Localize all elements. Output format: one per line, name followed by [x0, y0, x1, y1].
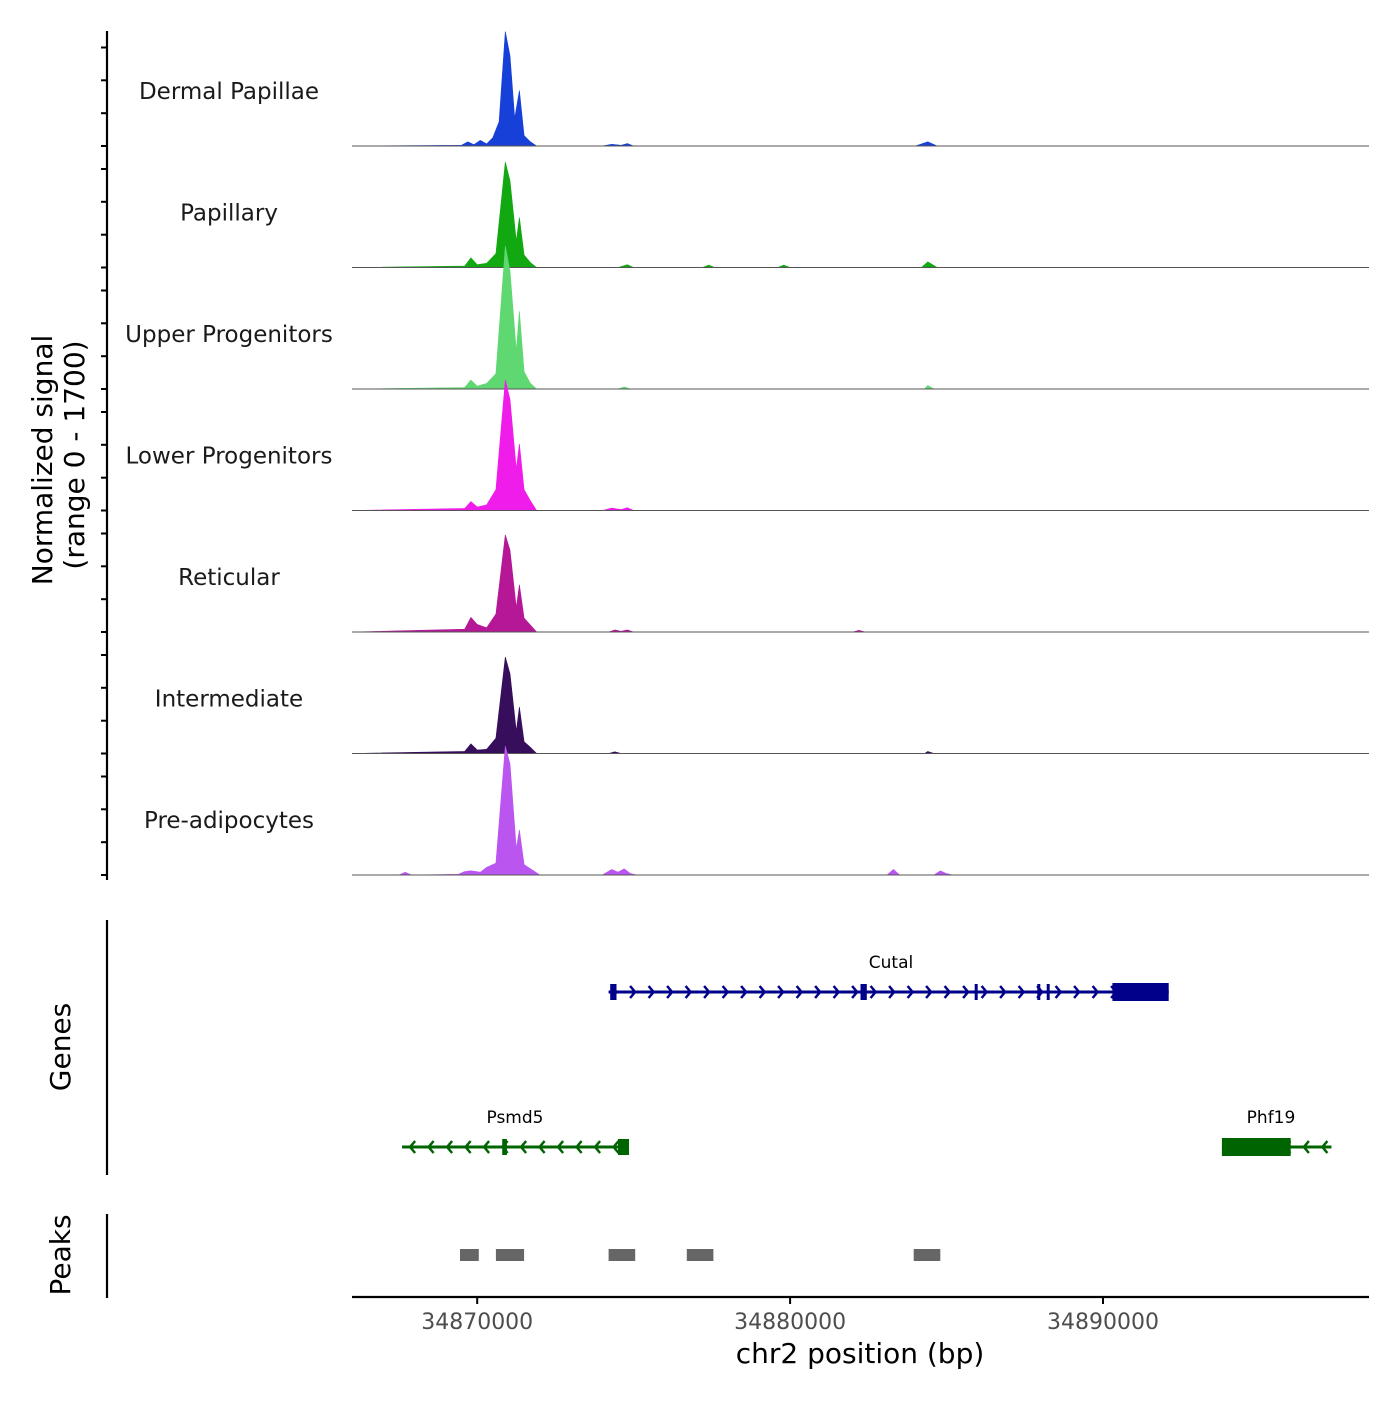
strand-arrow [888, 985, 896, 999]
strand-arrow [556, 1140, 565, 1154]
x-tick-label: 34890000 [1047, 1310, 1159, 1335]
strand-arrow [611, 1140, 620, 1154]
peak-bar [495, 1249, 525, 1261]
gene-phf19: Phf19 [1221, 1108, 1332, 1156]
strand-arrow [1091, 985, 1100, 999]
track-5: Intermediate [155, 656, 1369, 754]
x-axis-ticks: 34870000 34880000 34890000 [421, 1297, 1159, 1335]
exon [860, 984, 867, 1000]
signal-area [351, 534, 1369, 633]
track-2: Upper Progenitors [125, 245, 1369, 390]
strand-arrow [426, 1140, 435, 1154]
track-6: Pre-adipocytes [144, 745, 1369, 876]
strand-arrow [1320, 1140, 1329, 1154]
exon [1046, 984, 1050, 1000]
strand-arrow [1017, 985, 1026, 999]
strand-arrow [593, 1140, 602, 1154]
track-label: Papillary [180, 201, 278, 227]
peak-regions [460, 1249, 941, 1261]
exon [502, 1139, 507, 1155]
peak-bar [608, 1249, 636, 1261]
strand-arrow [795, 985, 804, 999]
peak-bar [686, 1249, 714, 1261]
track-0: Dermal Papillae [139, 31, 1369, 147]
strand-arrow [721, 985, 730, 999]
track-label: Upper Progenitors [125, 322, 333, 348]
peak-bar [460, 1249, 479, 1261]
strand-arrow [537, 1140, 546, 1154]
y-axis-range-label: (range 0 - 1700) [58, 340, 91, 569]
strand-arrow [684, 985, 693, 999]
signal-area [351, 379, 1369, 511]
exon [610, 984, 617, 1000]
signal-area [352, 745, 1369, 876]
gene-psmd5: Psmd5 [402, 1108, 629, 1155]
exon [1221, 1138, 1291, 1156]
track-label: Intermediate [155, 687, 303, 713]
strand-arrow [703, 985, 711, 999]
track-3: Lower Progenitors [126, 379, 1369, 511]
peak-bar [913, 1249, 941, 1261]
strand-arrow [445, 1140, 454, 1154]
track-label: Lower Progenitors [126, 444, 333, 470]
y-axis-title: Normalized signal [26, 335, 59, 586]
strand-arrow [1054, 985, 1063, 999]
strand-arrow [777, 985, 785, 999]
strand-arrow [647, 985, 656, 999]
gene-label: Cutal [869, 953, 913, 973]
strand-arrow [851, 985, 859, 999]
track-label: Dermal Papillae [139, 79, 319, 105]
strand-arrow [574, 1140, 583, 1154]
peaks-panel-title: Peaks [44, 1214, 77, 1295]
track-1: Papillary [180, 161, 1369, 268]
track-label: Reticular [178, 565, 280, 591]
signal-tracks: Dermal Papillae Papillary Upper Progenitor… [125, 31, 1369, 876]
x-tick-label: 34870000 [421, 1310, 533, 1335]
gene-annotations: Psmd5 Cutal Phf19 [402, 953, 1332, 1156]
exon [1037, 984, 1041, 1000]
signal-area [351, 31, 1369, 147]
exon [618, 1139, 629, 1155]
gene-label: Phf19 [1247, 1108, 1296, 1128]
exon [1112, 983, 1169, 1001]
genes-panel-title: Genes [44, 1003, 77, 1091]
track-label: Pre-adipocytes [144, 808, 314, 834]
signal-area [351, 161, 1369, 268]
strand-arrow [814, 985, 822, 999]
strand-arrow [463, 1140, 472, 1154]
strand-arrow [943, 985, 952, 999]
strand-arrow [832, 985, 841, 999]
strand-arrow [629, 985, 637, 999]
strand-arrow [758, 985, 767, 999]
strand-arrow [906, 985, 915, 999]
exon [974, 984, 978, 1000]
strand-arrow [482, 1140, 491, 1154]
strand-arrow [925, 985, 933, 999]
strand-arrow [962, 985, 970, 999]
signal-area [351, 245, 1369, 390]
strand-arrow [999, 985, 1007, 999]
strand-arrow [519, 1140, 528, 1154]
strand-arrow [1302, 1140, 1310, 1154]
strand-arrow [1073, 985, 1081, 999]
signal-y-ticks [101, 46, 107, 876]
strand-arrow [666, 985, 674, 999]
strand-arrow [869, 985, 878, 999]
signal-area [351, 656, 1369, 754]
strand-arrow [740, 985, 748, 999]
track-4: Reticular [178, 534, 1369, 633]
gene-cutal: Cutal [608, 953, 1169, 1001]
strand-arrow [408, 1140, 417, 1154]
gene-label: Psmd5 [487, 1108, 544, 1128]
x-tick-label: 34880000 [734, 1310, 846, 1335]
strand-arrow [980, 985, 989, 999]
x-axis-title: chr2 position (bp) [736, 1337, 985, 1370]
